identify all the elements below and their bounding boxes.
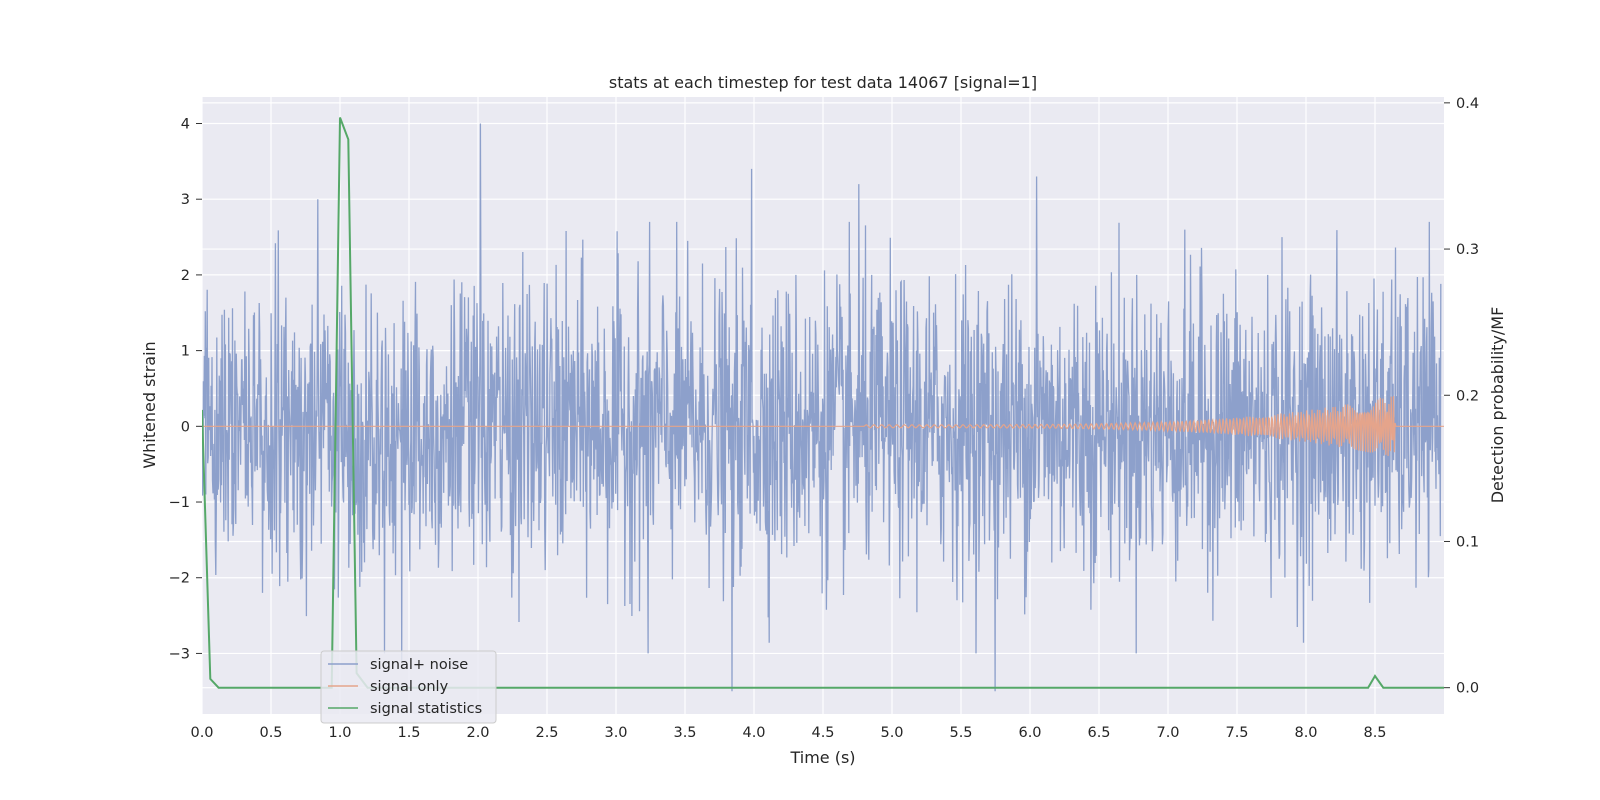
y2-axis-label: Detection probability/MF xyxy=(1488,307,1507,504)
legend-label-signal-noise: signal+ noise xyxy=(370,657,468,673)
y-tick-label: 0 xyxy=(181,419,190,435)
x-tick-label: 8.0 xyxy=(1294,725,1317,741)
x-tick-label: 0.5 xyxy=(259,725,282,741)
y-axis-label: Whitened strain xyxy=(140,341,159,468)
x-tick-label: 4.0 xyxy=(742,725,765,741)
y-axis-ticks: 4 3 2 1 0 −1 −2 −3 xyxy=(169,116,202,662)
y2-tick-label: 0.2 xyxy=(1456,388,1479,404)
y-tick-label: 3 xyxy=(181,192,190,208)
y-tick-label: −2 xyxy=(169,571,190,587)
y-tick-label: 1 xyxy=(181,344,190,360)
y2-tick-label: 0.3 xyxy=(1456,242,1479,258)
y2-axis-ticks: 0.4 0.3 0.2 0.1 0.0 xyxy=(1444,96,1479,697)
x-tick-label: 7.5 xyxy=(1225,725,1248,741)
y2-tick-label: 0.0 xyxy=(1456,681,1479,697)
x-tick-label: 4.5 xyxy=(811,725,834,741)
x-tick-label: 2.0 xyxy=(466,725,489,741)
x-tick-label: 6.0 xyxy=(1018,725,1041,741)
legend-label-signal-statistics: signal statistics xyxy=(370,701,482,717)
chart-title: stats at each timestep for test data 140… xyxy=(609,73,1037,92)
x-tick-label: 1.0 xyxy=(328,725,351,741)
legend-box xyxy=(320,650,497,724)
x-axis-ticks: 0.0 0.5 1.0 1.5 2.0 2.5 3.0 3.5 4.0 4.5 5.0 5.5 6.0 6… xyxy=(190,725,1386,741)
y-tick-label: −3 xyxy=(169,646,190,662)
legend: signal+ noise signal only signal statist… xyxy=(320,650,497,724)
x-tick-label: 0.0 xyxy=(190,725,213,741)
y-tick-label: −1 xyxy=(169,495,190,511)
x-tick-label: 7.0 xyxy=(1156,725,1179,741)
y-tick-label: 2 xyxy=(181,268,190,284)
x-axis-label: Time (s) xyxy=(789,748,855,767)
x-tick-label: 5.5 xyxy=(949,725,972,741)
x-tick-label: 8.5 xyxy=(1363,725,1386,741)
legend-label-signal-only: signal only xyxy=(370,679,449,695)
x-tick-label: 3.5 xyxy=(673,725,696,741)
y2-tick-label: 0.1 xyxy=(1456,534,1479,550)
x-tick-label: 1.5 xyxy=(397,725,420,741)
y2-tick-label: 0.4 xyxy=(1456,96,1479,112)
x-tick-label: 6.5 xyxy=(1087,725,1110,741)
y-tick-label: 4 xyxy=(181,116,190,132)
series-signal-only-line xyxy=(202,396,1444,457)
x-tick-label: 5.0 xyxy=(880,725,903,741)
x-tick-label: 2.5 xyxy=(535,725,558,741)
x-tick-label: 3.0 xyxy=(604,725,627,741)
